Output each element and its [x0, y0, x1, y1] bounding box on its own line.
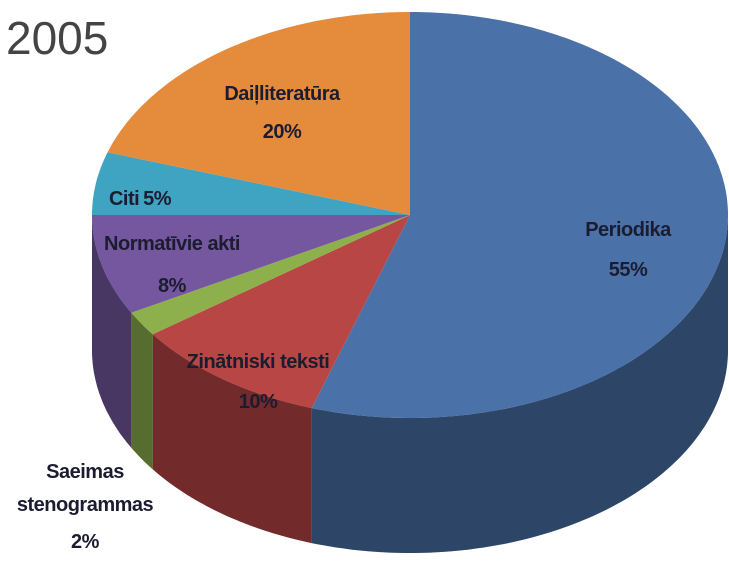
category-label: Citi: [109, 188, 139, 210]
slice-side-shade: [131, 312, 153, 470]
category-label: Normatīvie akti: [104, 233, 240, 255]
category-label-line: Saeimas: [46, 461, 124, 483]
slice-label: Citi 5%: [109, 188, 172, 210]
slice: [107, 12, 410, 215]
slice-side: [92, 215, 132, 448]
slice: [92, 215, 410, 313]
value-label: 5%: [143, 188, 172, 210]
slice-side: [152, 334, 312, 544]
slice: [152, 215, 410, 409]
chart-title: 2005: [6, 12, 108, 64]
slice-side-shade: [311, 215, 728, 553]
slice-side: [311, 215, 728, 553]
category-label-line: stenogrammas: [17, 494, 154, 516]
slice: [131, 215, 411, 335]
value-label: 55%: [609, 259, 648, 281]
value-label: 10%: [239, 391, 278, 413]
slice: [92, 152, 410, 215]
slice-side-shade: [92, 215, 132, 448]
slice-side-shade: [152, 334, 312, 544]
category-label: Daiļliteratūra: [224, 83, 341, 105]
slice-side: [131, 312, 153, 470]
category-label: Periodika: [585, 219, 672, 241]
category-label: Saeimas stenogrammas: [17, 461, 154, 516]
slice: [311, 12, 728, 418]
value-label: 8%: [158, 275, 187, 297]
category-label: Zinātniski teksti: [187, 351, 330, 373]
value-label: 20%: [263, 121, 302, 143]
value-label: 2%: [71, 531, 100, 553]
